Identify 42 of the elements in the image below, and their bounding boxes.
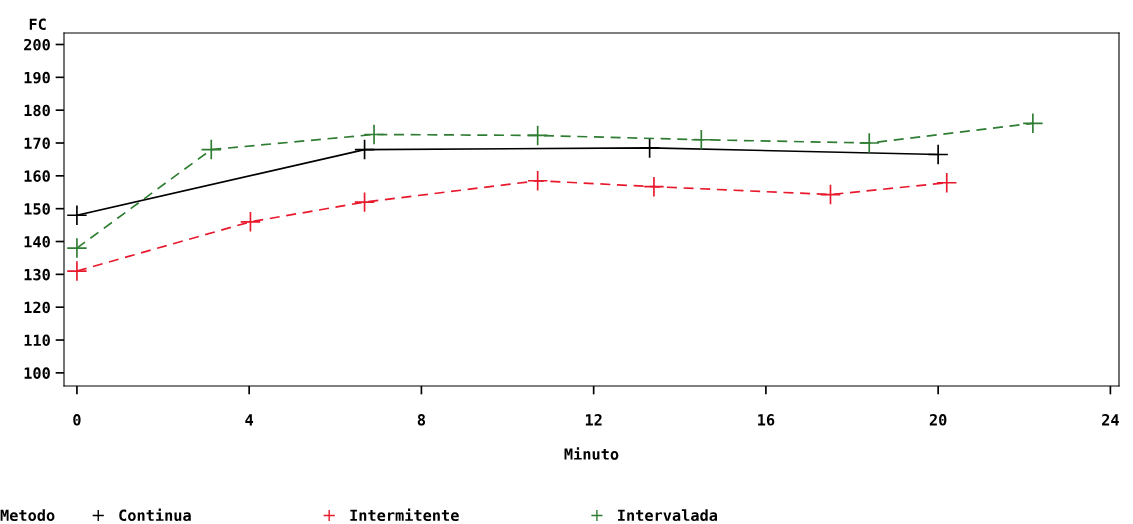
y-tick-label: 100 <box>24 367 50 379</box>
point <box>239 211 262 233</box>
point <box>66 260 88 282</box>
x-tick-label: 16 <box>758 414 775 426</box>
point <box>527 124 549 147</box>
legend-label: Intervalada <box>618 509 718 522</box>
point <box>1022 112 1044 134</box>
y-tick-label: 200 <box>24 38 50 51</box>
x-tick-label: 24 <box>1102 414 1119 426</box>
point <box>66 237 88 259</box>
legend-label: Intermitente <box>350 508 459 522</box>
x-tick-label: 4 <box>245 414 254 426</box>
point <box>354 139 376 161</box>
y-tick-label: 190 <box>24 71 50 84</box>
point <box>527 170 549 192</box>
y-tick-label: 160 <box>24 170 50 182</box>
point <box>690 129 712 151</box>
point <box>639 137 661 159</box>
point <box>200 139 222 161</box>
point <box>927 143 949 166</box>
point <box>936 172 958 194</box>
y-tick-label: 150 <box>24 203 50 215</box>
point <box>66 204 88 226</box>
x-tick-label: 20 <box>929 414 947 426</box>
y-tick-label: 120 <box>24 301 50 314</box>
x-tick-label: 0 <box>73 414 81 426</box>
x-axis-title: Minuto <box>564 447 619 460</box>
point <box>643 176 665 198</box>
x-tick-label: 12 <box>585 414 602 426</box>
y-tick-label: 110 <box>24 334 50 347</box>
y-tick-label: 180 <box>24 104 50 117</box>
point <box>363 123 385 146</box>
legend-title: Metodo <box>0 509 55 522</box>
y-tick-label: 140 <box>24 235 50 248</box>
y-axis-title: FC <box>29 18 46 31</box>
legend-label: Continua <box>119 508 191 522</box>
point <box>819 184 842 206</box>
point <box>858 132 880 154</box>
y-tick-label: 170 <box>24 137 50 150</box>
y-tick-label: 130 <box>24 268 50 281</box>
point <box>354 191 376 213</box>
x-tick-label: 8 <box>417 414 426 426</box>
